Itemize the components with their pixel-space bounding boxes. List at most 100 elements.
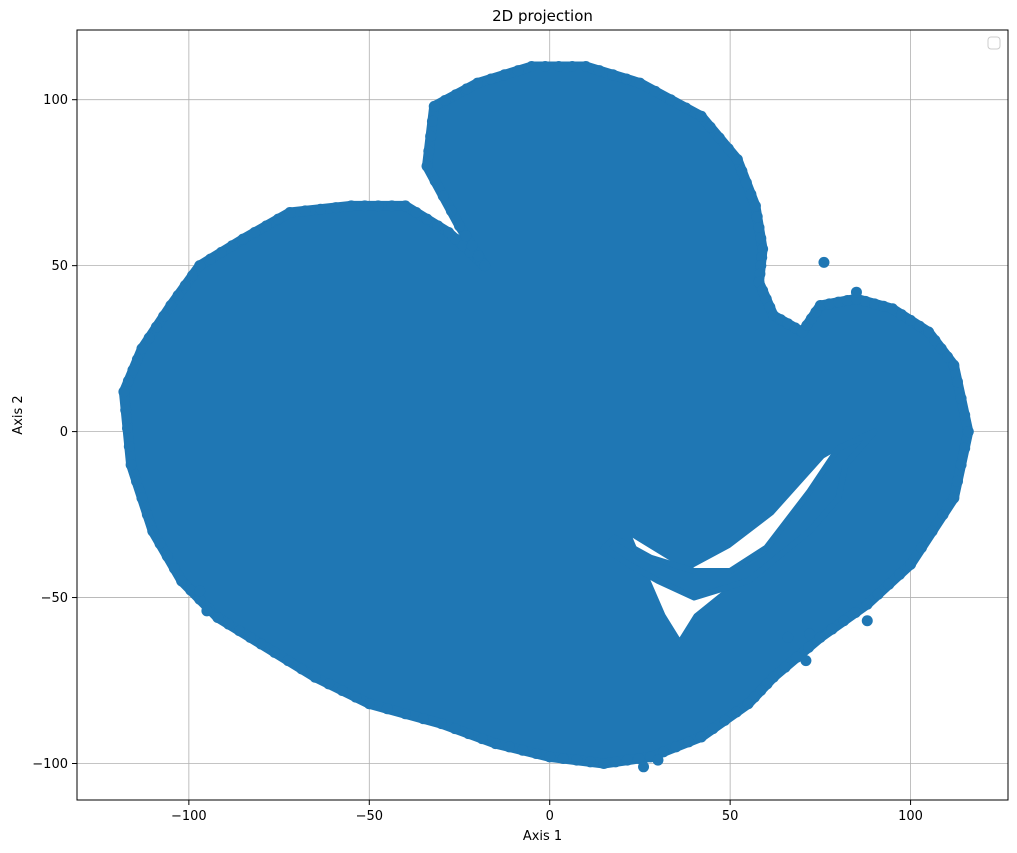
scatter-point bbox=[868, 298, 880, 310]
scatter-point bbox=[421, 160, 433, 172]
scatter-point bbox=[490, 738, 502, 750]
scatter-point bbox=[896, 309, 908, 321]
scatter-point bbox=[571, 754, 583, 766]
point-cloud bbox=[118, 61, 974, 769]
scatter-point bbox=[363, 698, 375, 710]
scatter-point bbox=[125, 459, 137, 471]
scatter-point bbox=[814, 631, 826, 643]
scatter-point bbox=[838, 615, 850, 627]
scatter-point bbox=[814, 299, 826, 311]
scatter-point bbox=[147, 525, 159, 537]
scatter-point bbox=[454, 220, 466, 232]
scatter-point bbox=[948, 359, 960, 371]
scatter-point bbox=[742, 698, 754, 710]
scatter-point bbox=[929, 334, 941, 346]
scatter-point bbox=[530, 748, 542, 760]
scatter-point bbox=[372, 200, 384, 212]
scatter-point bbox=[131, 353, 143, 365]
scatter-point bbox=[610, 756, 622, 768]
scatter-point bbox=[120, 404, 132, 416]
scatter-point bbox=[186, 270, 198, 282]
scatter-point bbox=[168, 563, 180, 575]
y-tick-label: 50 bbox=[51, 259, 68, 274]
scatter-point bbox=[923, 326, 935, 338]
scatter-point bbox=[463, 728, 475, 740]
scatter-point bbox=[345, 200, 357, 212]
scatter-point bbox=[951, 376, 963, 388]
scatter-point bbox=[915, 542, 927, 554]
scatter-point bbox=[657, 746, 669, 758]
scatter-point bbox=[282, 655, 294, 667]
scatter-point bbox=[429, 175, 441, 187]
scatter-point bbox=[598, 757, 610, 769]
scatter-point bbox=[859, 295, 871, 307]
x-tick-label: 50 bbox=[722, 809, 739, 824]
legend-box bbox=[987, 36, 1001, 50]
x-tick-label: 100 bbox=[898, 809, 923, 824]
plot-frame bbox=[76, 29, 1009, 801]
scatter-point bbox=[244, 631, 256, 643]
scatter-point bbox=[584, 756, 596, 768]
scatter-point bbox=[649, 85, 661, 97]
scatter-point bbox=[782, 631, 794, 643]
scatter-point bbox=[460, 230, 472, 242]
scatter-point bbox=[223, 618, 235, 630]
scatter-point bbox=[272, 213, 284, 225]
axis-ticks: −100 −50 0 50 100 −100 −50 0 50 100 bbox=[32, 93, 923, 824]
scatter-point bbox=[323, 678, 335, 690]
scatter-point bbox=[472, 250, 484, 262]
scatter-point bbox=[479, 260, 491, 272]
scatter-point bbox=[779, 661, 791, 673]
x-tick-label: −100 bbox=[171, 809, 207, 824]
scatter-point bbox=[707, 723, 719, 735]
scatter-point bbox=[194, 593, 206, 605]
scatter-point bbox=[131, 475, 143, 487]
scatter-point bbox=[330, 202, 342, 214]
y-tick-label: −50 bbox=[41, 591, 68, 606]
scatter-point bbox=[122, 422, 134, 434]
scatter-point bbox=[517, 744, 529, 756]
scatter-point bbox=[201, 605, 213, 617]
scatter-point bbox=[638, 761, 650, 773]
scatter-point bbox=[269, 646, 281, 658]
scatter-point bbox=[485, 73, 497, 85]
scatter-point bbox=[476, 733, 488, 745]
scatter-point bbox=[194, 260, 206, 272]
scatter-point bbox=[566, 61, 578, 73]
scatter-point bbox=[154, 538, 166, 550]
scatter-point bbox=[499, 69, 511, 81]
scatter-point bbox=[512, 65, 524, 77]
scatter-point bbox=[948, 492, 960, 504]
outlier-points bbox=[194, 256, 873, 773]
scatter-point bbox=[755, 232, 767, 244]
scatter-point bbox=[421, 213, 433, 225]
scatter-point bbox=[466, 240, 478, 252]
scatter-point bbox=[740, 177, 752, 189]
scatter-point bbox=[423, 145, 435, 157]
scatter-point bbox=[730, 706, 742, 718]
scatter-point bbox=[633, 753, 645, 765]
scatter-point bbox=[237, 233, 249, 245]
scatter-point bbox=[176, 575, 188, 587]
scatter-point bbox=[194, 585, 206, 597]
scatter-point bbox=[872, 588, 884, 600]
scatter-point bbox=[760, 293, 772, 305]
scatter-point bbox=[823, 298, 835, 310]
scatter-point bbox=[861, 598, 873, 610]
scatter-point bbox=[544, 751, 556, 763]
scatter-point bbox=[472, 77, 484, 89]
scatter-point bbox=[439, 95, 451, 107]
scatter-point bbox=[226, 240, 238, 252]
scatter-point bbox=[172, 290, 184, 302]
scatter-point bbox=[753, 276, 765, 288]
scatter-point bbox=[255, 638, 267, 650]
scatter-point bbox=[315, 203, 327, 215]
scatter-point bbox=[445, 205, 457, 217]
scatter-point bbox=[841, 294, 853, 306]
scatter-point bbox=[764, 301, 776, 313]
scatter-point bbox=[461, 83, 473, 95]
scatter-point bbox=[165, 299, 177, 311]
scatter-point bbox=[695, 110, 707, 122]
scatter-point bbox=[803, 641, 815, 653]
scatter-point bbox=[926, 525, 938, 537]
